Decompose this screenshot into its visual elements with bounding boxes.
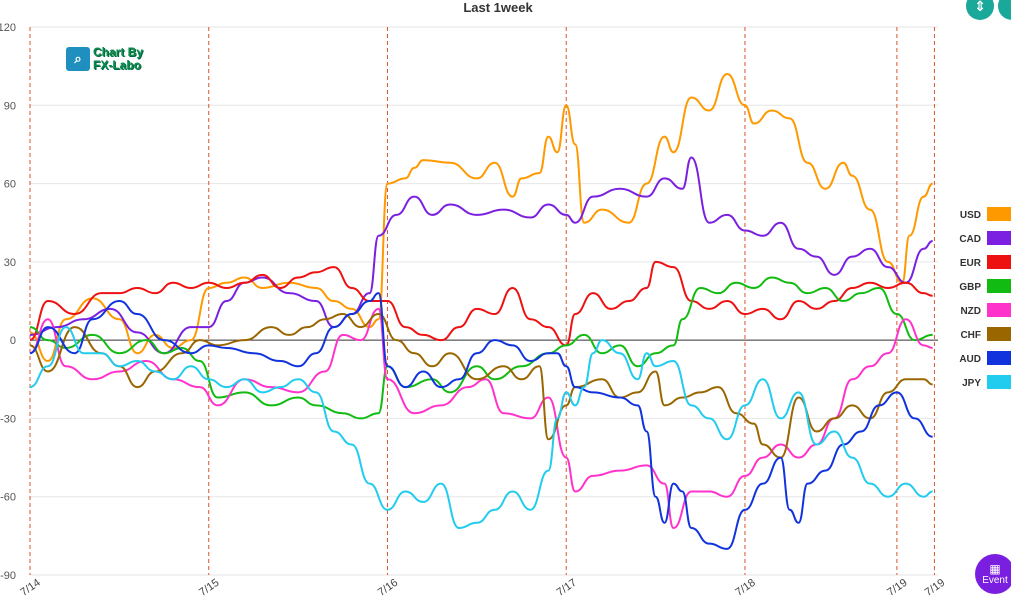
legend-label: JPY	[962, 378, 981, 389]
series-line-nzd	[29, 307, 933, 530]
legend-label: GBP	[959, 282, 981, 293]
legend-item-eur[interactable]: EUR	[960, 255, 1011, 269]
series-line-gbp	[29, 276, 933, 420]
x-tick-label: 7/18	[733, 577, 757, 599]
legend-swatch	[987, 279, 1011, 293]
y-axis: 120 90 60 30 0 -30 -60 -90	[0, 22, 16, 582]
legend-label: CHF	[960, 330, 981, 341]
x-tick-label: 7/17	[555, 577, 579, 599]
y-tick-label: -30	[0, 413, 16, 425]
legend-item-usd[interactable]: USD	[960, 207, 1011, 221]
x-tick-label: 7/15	[197, 577, 221, 599]
legend-label: CAD	[959, 234, 981, 245]
legend[interactable]: USD CAD EUR GBP NZD CHF AUD JPY	[959, 207, 1011, 389]
series-line-eur	[29, 260, 933, 347]
series-line-jpy	[29, 326, 933, 530]
compress-button[interactable]: ⇕	[966, 0, 994, 20]
legend-item-gbp[interactable]: GBP	[959, 279, 1011, 293]
series-line-cad	[29, 156, 933, 355]
legend-item-chf[interactable]: CHF	[960, 327, 1011, 341]
x-tick-label: 7/14	[18, 577, 42, 599]
y-tick-label: 60	[4, 179, 16, 191]
legend-label: USD	[960, 210, 981, 221]
legend-label: EUR	[960, 258, 982, 269]
logo-line1: Chart By	[93, 45, 144, 59]
x-tick-label: 7/16	[376, 577, 400, 599]
y-tick-label: 30	[4, 257, 16, 269]
logo-line2: FX-Labo	[93, 58, 141, 72]
y-tick-label: 90	[4, 100, 16, 112]
legend-label: AUD	[959, 354, 981, 365]
series-line-aud	[29, 292, 933, 550]
x-tick-label: 7/19	[923, 577, 947, 599]
series-line-chf	[29, 313, 933, 459]
legend-item-nzd[interactable]: NZD	[960, 303, 1011, 317]
legend-swatch	[987, 303, 1011, 317]
calendar-icon: ▦	[989, 561, 1001, 576]
compress-vertical-icon: ⇕	[974, 0, 986, 14]
legend-item-cad[interactable]: CAD	[959, 231, 1011, 245]
legend-swatch	[987, 255, 1011, 269]
y-tick-label: -60	[0, 492, 16, 504]
y-tick-label: 120	[0, 22, 16, 34]
fx-labo-logo: ⌕ Chart By FX-Labo	[66, 46, 143, 72]
event-button-label: Event	[982, 574, 1008, 586]
legend-swatch	[987, 351, 1011, 365]
legend-label: NZD	[960, 306, 981, 317]
x-tick-label: 7/19	[885, 577, 909, 599]
legend-swatch	[987, 375, 1011, 389]
chart-title: Last 1week	[463, 0, 533, 15]
y-tick-label: 0	[10, 335, 16, 347]
legend-item-jpy[interactable]: JPY	[962, 375, 1011, 389]
event-button[interactable]: ▦ Event	[975, 554, 1011, 594]
legend-swatch	[987, 231, 1011, 245]
grid-lines	[29, 26, 938, 576]
series-line-usd	[29, 72, 933, 363]
magnifier-chart-icon: ⌕	[66, 47, 90, 71]
legend-swatch	[987, 207, 1011, 221]
y-tick-label: -90	[0, 570, 16, 582]
series-lines	[29, 72, 933, 550]
legend-swatch	[987, 327, 1011, 341]
x-axis: 7/14 7/15 7/16 7/17 7/18 7/19 7/19	[18, 577, 947, 599]
legend-item-aud[interactable]: AUD	[959, 351, 1011, 365]
